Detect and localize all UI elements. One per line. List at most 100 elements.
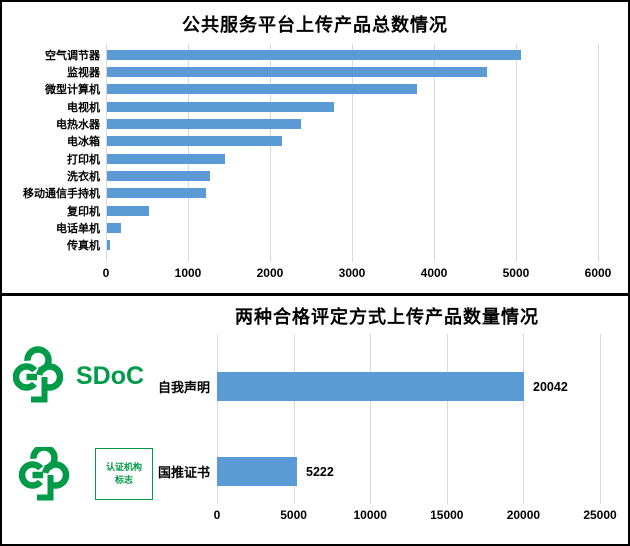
- gridline: [600, 334, 601, 504]
- x-tick-label: 1000: [174, 266, 202, 280]
- top-chart-x-axis: 0 1000 2000 3000 4000 5000 6000: [102, 266, 612, 280]
- gridline: [370, 334, 372, 504]
- cert-mark-box: 认证机构 标志: [95, 448, 153, 500]
- bar: [107, 240, 111, 251]
- bar-row: 移动通信手持机: [2, 185, 599, 202]
- bar-row: 空气调节器: [2, 46, 599, 63]
- x-tick-label: 25000: [583, 508, 617, 522]
- category-label: 自我声明: [157, 380, 210, 395]
- cert-mark-line2: 标志: [114, 475, 133, 485]
- data-label: 5222: [306, 464, 334, 479]
- gridline: [217, 334, 218, 504]
- bar-track: [107, 202, 599, 219]
- gridline: [434, 44, 435, 262]
- bar: [107, 84, 417, 95]
- x-tick-label: 4000: [420, 266, 448, 280]
- category-label: 传真机: [67, 240, 100, 253]
- category-label: 电冰箱: [67, 136, 100, 149]
- bar-row: 微型计算机: [2, 81, 599, 98]
- x-tick-label: 5000: [280, 508, 307, 522]
- bar-track: [107, 185, 599, 202]
- bar-row: 电话单机: [2, 219, 599, 236]
- cert-mark-line1: 认证机构: [105, 461, 142, 472]
- cert-mark-logo: 认证机构 标志: [17, 447, 153, 501]
- bar-track: [107, 115, 599, 132]
- bar-track: [107, 133, 599, 150]
- bar-row: 电热水器: [2, 115, 599, 132]
- bar: [107, 66, 487, 77]
- bar: [217, 372, 525, 401]
- gridline: [293, 334, 295, 504]
- category-label: 打印机: [67, 153, 100, 166]
- category-label: 监视器: [67, 66, 100, 79]
- category-label: 电热水器: [56, 118, 100, 131]
- bottom-chart-title: 两种合格评定方式上传产品数量情况: [235, 307, 539, 327]
- x-tick-label: 20000: [506, 508, 541, 522]
- bar-row: 传真机: [2, 237, 599, 254]
- bar: [107, 49, 522, 60]
- bar-track: [107, 81, 599, 98]
- gridline: [598, 44, 599, 262]
- x-tick-label: 15000: [430, 508, 464, 522]
- x-tick-label: 10000: [353, 508, 387, 522]
- bar: [107, 170, 210, 181]
- category-label: 国推证书: [157, 465, 210, 480]
- bar: [107, 222, 121, 233]
- bar-track: [107, 237, 599, 254]
- category-label: 电话单机: [56, 222, 100, 235]
- bar: [107, 188, 207, 199]
- bar: [107, 205, 149, 216]
- bar-track: [107, 219, 599, 236]
- sdoc-label: SDoC: [76, 361, 145, 390]
- bar-row: 监视器: [2, 63, 599, 80]
- category-label: 复印机: [67, 205, 100, 218]
- category-label: 洗衣机: [67, 170, 100, 183]
- bar: [107, 153, 226, 164]
- bar-row: 20042: [217, 372, 600, 401]
- gridline: [269, 44, 271, 262]
- bar-track: [107, 150, 599, 167]
- bar-track: [107, 98, 599, 115]
- gridline: [352, 44, 353, 262]
- x-tick-label: 6000: [584, 266, 612, 280]
- bar: [107, 118, 302, 129]
- gridline: [106, 44, 107, 262]
- category-label: 移动通信手持机: [23, 188, 100, 201]
- gridline: [188, 44, 189, 262]
- category-label: 微型计算机: [45, 84, 100, 97]
- bar-row: 打印机: [2, 150, 599, 167]
- top-chart-title: 公共服务平台上传产品总数情况: [182, 15, 448, 35]
- x-tick-label: 2000: [256, 266, 284, 280]
- category-label: 电视机: [67, 101, 100, 114]
- bar: [217, 457, 297, 486]
- gp-tree-icon: [13, 346, 63, 403]
- bar-track: [107, 63, 599, 80]
- bar-track: [107, 167, 599, 184]
- bar-row: 5222: [217, 457, 600, 486]
- x-tick-label: 5000: [502, 266, 530, 280]
- data-label: 20042: [533, 379, 568, 394]
- bottom-chart-x-axis: 0 5000 10000 15000 20000 25000: [213, 508, 617, 522]
- bar: [107, 101, 335, 112]
- gridline: [446, 334, 448, 504]
- bar-row: 洗衣机: [2, 167, 599, 184]
- category-label: 空气调节器: [45, 49, 100, 62]
- sdoc-logo: SDoC: [13, 342, 144, 410]
- bar-row: 电冰箱: [2, 133, 599, 150]
- top-chart-gridlines: [106, 44, 599, 262]
- x-tick-label: 3000: [338, 266, 366, 280]
- gp-tree-icon: [18, 447, 70, 501]
- bottom-chart: 两种合格评定方式上传产品数量情况 SDoC: [2, 296, 628, 544]
- gridline: [515, 44, 517, 262]
- top-chart: 公共服务平台上传产品总数情况 空气调节器 监视器: [2, 2, 628, 296]
- bar-track: [107, 46, 599, 63]
- bar: [107, 136, 282, 147]
- bar-row: 电视机: [2, 98, 599, 115]
- top-chart-rows: 空气调节器 监视器 微型计算机 电视机 电热水器: [2, 46, 599, 254]
- bar-row: 复印机: [2, 202, 599, 219]
- x-tick-label: 0: [102, 266, 110, 280]
- gridline: [523, 334, 525, 504]
- bottom-chart-gridlines: [217, 334, 601, 504]
- x-tick-label: 0: [213, 508, 221, 522]
